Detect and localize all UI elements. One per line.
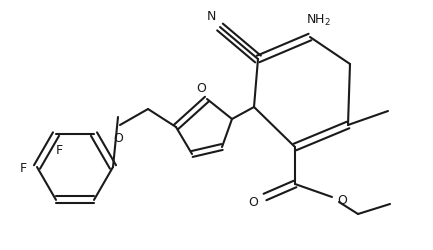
Text: O: O [196,81,206,94]
Text: O: O [248,196,258,209]
Text: F: F [55,143,62,156]
Text: O: O [113,131,123,144]
Text: O: O [337,194,347,207]
Text: NH$_2$: NH$_2$ [306,12,330,28]
Text: N: N [206,10,216,22]
Text: F: F [19,161,26,174]
